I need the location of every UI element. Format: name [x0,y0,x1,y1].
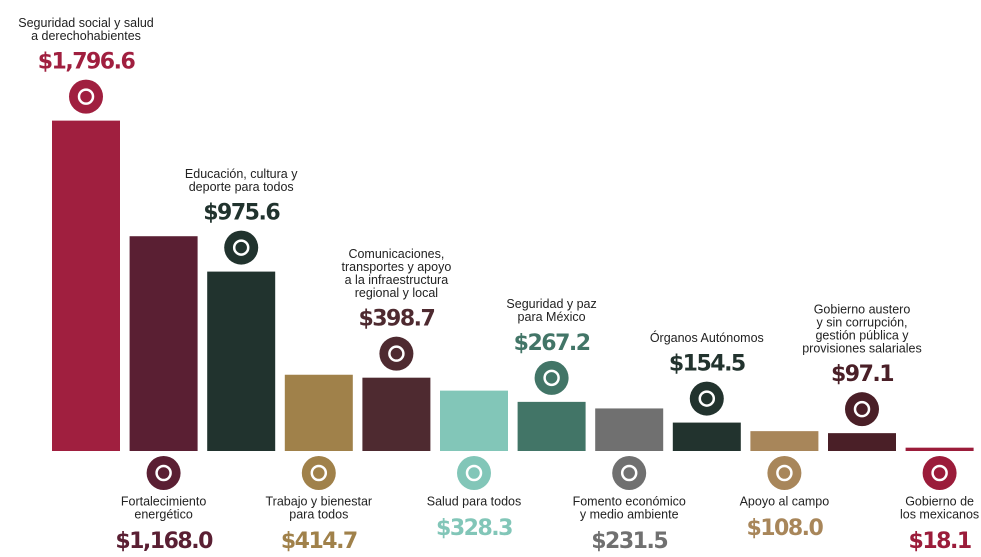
bar [828,433,896,451]
icon [69,79,103,114]
value-label: $975.6 [203,201,280,226]
bar [905,447,974,451]
category-label: deporte para todos [189,180,294,194]
bar [517,401,586,451]
icon [224,230,259,265]
category-label: y sin corrupción, [816,315,907,329]
icon-glyph [465,464,483,482]
bar [284,374,353,451]
icon [534,360,569,395]
category-label: y medio ambiente [580,507,679,521]
category-label: Fortalecimiento [121,494,206,508]
value-label: $231.5 [591,529,667,554]
category-label: regional y local [355,286,438,300]
category-label: Gobierno de [905,494,974,508]
bar [52,120,120,452]
category-label: los mexicanos [900,507,979,521]
category-label: Fomento económico [573,494,686,508]
value-label: $414.7 [281,529,357,554]
bar [672,422,741,451]
value-label: $18.1 [909,529,971,554]
icon [379,336,414,371]
category-label: Apoyo al campo [740,494,830,508]
icon-glyph [388,345,405,362]
value-label: $1,796.6 [38,50,136,75]
category-label: Gobierno austero [814,302,911,316]
icon-glyph [77,88,95,105]
bar [750,431,819,451]
icon [612,456,647,490]
category-label: Trabajo y bienestar [266,494,373,508]
value-label: $398.7 [358,307,434,332]
icon-glyph [310,464,328,482]
icon-glyph [155,464,172,482]
category-label: a la infraestructura [345,273,449,287]
bar [129,236,198,451]
category-label: gestión pública y [815,328,909,342]
bar [207,271,276,451]
category-label: Seguridad y paz [506,297,596,311]
category-label: transportes y apoyo [342,260,452,274]
icon [845,392,879,427]
value-label: $97.1 [831,362,893,387]
category-label: Seguridad social y salud [18,16,154,30]
icon-glyph [698,390,716,407]
bar [595,408,664,451]
icon [457,456,491,490]
category-label: provisiones salariales [802,341,922,355]
icon [922,456,957,490]
icon [146,456,181,490]
icon [301,456,336,490]
value-label: $108.0 [746,516,823,541]
category-label: energético [134,507,192,521]
bar [362,377,431,451]
value-label: $154.5 [669,352,745,377]
category-label: Educación, cultura y [185,167,298,181]
icon [689,381,724,416]
icon [767,456,802,490]
category-label: Comunicaciones, [348,247,444,261]
icon-glyph [543,369,560,387]
category-label: a derechohabientes [31,29,141,43]
icon-glyph [853,400,871,418]
value-label: $328.3 [436,516,512,541]
value-label: $1,168.0 [115,529,213,554]
category-label: Órganos Autónomos [650,330,764,345]
icon-glyph [620,464,638,482]
category-label: para todos [289,507,348,521]
category-label: Salud para todos [427,494,522,508]
value-label: $267.2 [514,331,590,356]
icon-glyph [232,239,250,256]
icon-glyph [776,464,793,482]
icon-glyph [931,464,948,482]
category-label: para México [518,310,586,324]
bar [440,390,508,451]
